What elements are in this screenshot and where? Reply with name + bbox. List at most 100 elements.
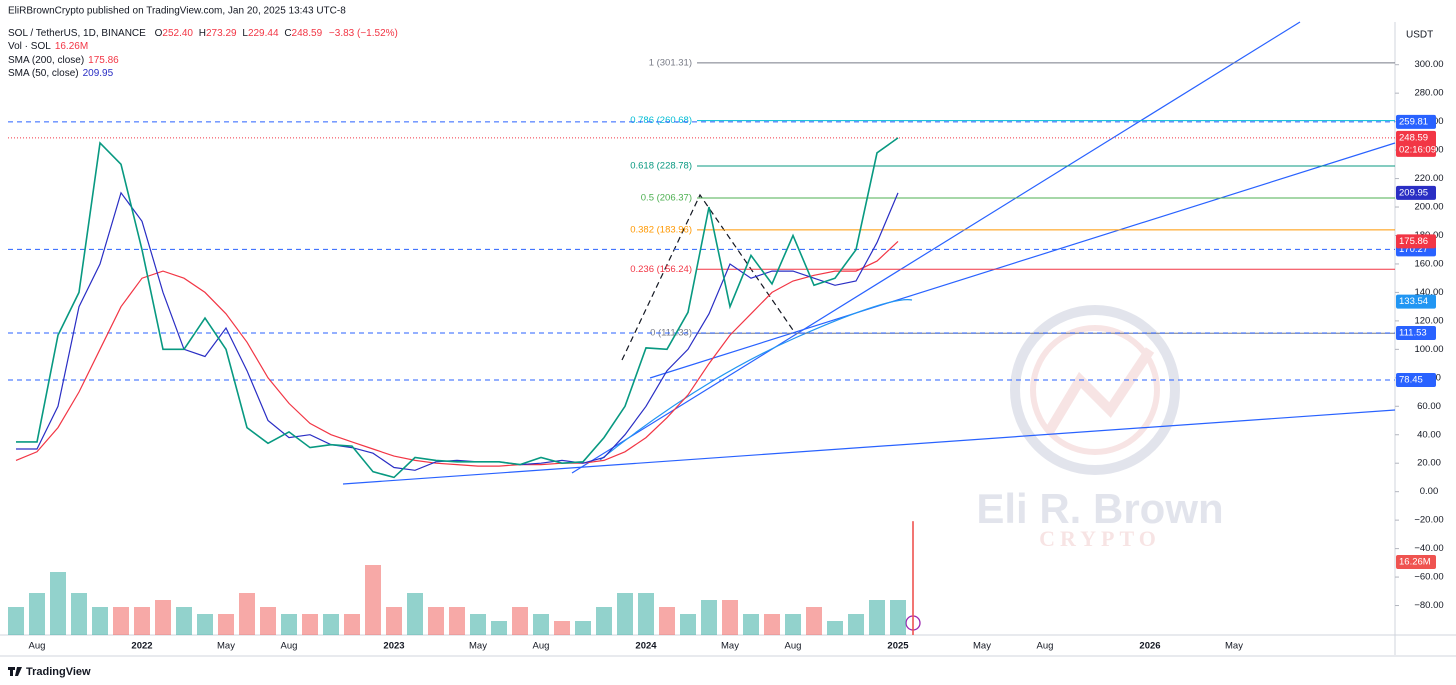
volume-bar — [50, 572, 66, 635]
trendline — [342, 409, 1396, 485]
publisher: EliRBrownCrypto published on TradingView… — [8, 6, 346, 17]
countdown: 02:16:09 — [1399, 144, 1436, 155]
volume-bar — [743, 614, 759, 635]
volume-bar — [365, 565, 381, 635]
y-tick-label: 20.00 — [1417, 458, 1441, 469]
volume-badge — [1396, 555, 1436, 569]
y-tick-label: −20.00 — [1414, 515, 1443, 526]
volume-bar — [722, 600, 738, 635]
trendline — [649, 142, 1396, 379]
currency: USDT — [1406, 30, 1433, 41]
y-tick-label: 280.00 — [1414, 88, 1443, 99]
fib-label: 0.786 (260.68) — [630, 115, 692, 126]
volume-legend: Vol · SOL 16.26M — [8, 41, 88, 52]
y-tick-label: 160.00 — [1414, 258, 1443, 269]
volume-bar — [575, 621, 591, 635]
indicator-curve — [599, 299, 913, 461]
legend-value: 175.86 — [88, 55, 119, 66]
volume-bar — [617, 593, 633, 635]
x-tick-label: May — [1225, 641, 1243, 652]
ohlc-value: 273.29 — [206, 28, 237, 39]
ohlc-value: 252.40 — [162, 28, 193, 39]
watermark-subtext: CRYPTO — [1039, 526, 1161, 551]
trendlines — [342, 21, 1396, 485]
volume-bar — [533, 614, 549, 635]
trendline — [571, 21, 1301, 474]
price-badge — [1396, 185, 1436, 200]
volume-bar — [302, 614, 318, 635]
y-tick-label: 120.00 — [1414, 315, 1443, 326]
legend-value: 16.26M — [55, 41, 88, 52]
fib-label: 0.618 (228.78) — [630, 161, 692, 172]
volume-bar — [701, 600, 717, 635]
volume-bar — [638, 593, 654, 635]
volume-bar — [912, 521, 914, 635]
y-tick-label: 0.00 — [1420, 486, 1439, 497]
watermark-text: Eli R. Brown — [976, 485, 1223, 532]
legend-name: Vol · SOL — [8, 41, 51, 52]
sma-line — [15, 240, 899, 467]
y-tick-label: −80.00 — [1414, 600, 1443, 611]
price-badge — [1396, 234, 1436, 249]
watermark-ring — [1010, 305, 1180, 475]
volume-bar — [806, 607, 822, 635]
brand-logo — [8, 667, 22, 676]
y-tick-label: −40.00 — [1414, 543, 1443, 554]
sma50-legend: SMA (50, close) 209.95 — [8, 68, 114, 79]
y-tick-label: −60.00 — [1414, 572, 1443, 583]
price-badge — [1396, 325, 1436, 340]
x-tick-label: 2023 — [383, 641, 404, 652]
volume-bar — [113, 607, 129, 635]
price-badge — [1396, 130, 1436, 157]
brand-name: TradingView — [26, 666, 91, 678]
y-tick-label: 220.00 — [1414, 173, 1443, 184]
price-badge-label: 259.81 — [1399, 116, 1428, 127]
ohlc-key: O — [155, 28, 163, 39]
ohlc-value: 229.44 — [248, 28, 279, 39]
price-badge-label: 78.45 — [1399, 375, 1423, 386]
price-badge-label: 170.27 — [1399, 244, 1428, 255]
watermark-arrow — [1045, 347, 1155, 433]
volume-bar — [407, 593, 423, 635]
volume-bar — [449, 607, 465, 635]
volume-bar — [239, 593, 255, 635]
y-tick-label: 40.00 — [1417, 429, 1441, 440]
volume-bar — [470, 614, 486, 635]
price-line — [16, 137, 899, 479]
fib-label: 1 (301.31) — [649, 57, 692, 68]
fib-label: 0.5 (206.37) — [641, 192, 692, 203]
symbol: SOL / TetherUS, 1D, BINANCE — [8, 28, 146, 39]
price-badge-label: 111.53 — [1399, 327, 1427, 338]
price-badge — [1396, 373, 1436, 388]
volume-bar — [92, 607, 108, 635]
price-badge — [1396, 114, 1436, 129]
volume-bar — [281, 614, 297, 635]
x-tick-label: May — [973, 641, 991, 652]
price-badge-label: 248.59 — [1399, 132, 1428, 143]
brand: TradingView — [8, 666, 91, 678]
x-tick-label: May — [469, 641, 487, 652]
symbol-legend: SOL / TetherUS, 1D, BINANCE O252.40 H273… — [8, 28, 398, 39]
volume-bar — [512, 607, 528, 635]
volume-bar — [680, 614, 696, 635]
fib-label: 0.236 (156.24) — [630, 264, 692, 275]
sma-line — [16, 191, 899, 471]
swing-path — [621, 193, 796, 361]
watermark: Eli R. Brown CRYPTO — [976, 305, 1224, 551]
volume-bar — [869, 600, 885, 635]
y-tick-label: 300.00 — [1414, 59, 1443, 70]
y-tick-label: 100.00 — [1414, 344, 1443, 355]
volume-bar — [155, 600, 171, 635]
volume-bar — [785, 614, 801, 635]
volume-bar — [491, 621, 507, 635]
volume-bar — [8, 607, 24, 635]
x-tick-label: Aug — [785, 641, 802, 652]
volume-badge-label: 16.26M — [1399, 557, 1431, 568]
y-tick-label: 60.00 — [1417, 401, 1441, 412]
fib-label: 0.382 (183.96) — [630, 224, 692, 235]
x-tick-label: 2026 — [1139, 641, 1160, 652]
y-tick-label: 200.00 — [1414, 202, 1443, 213]
volume-bar — [197, 614, 213, 635]
ohlc-key: L — [242, 28, 248, 39]
